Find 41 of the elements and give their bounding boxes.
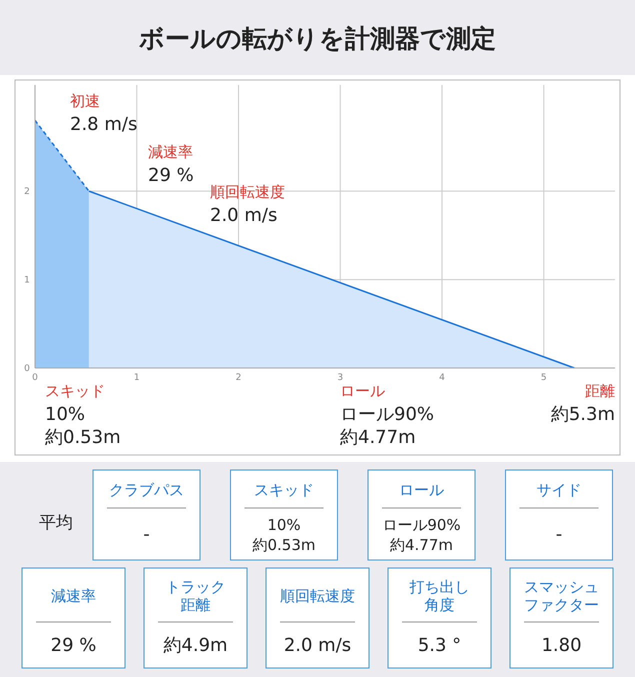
x-tick-label: 1	[134, 373, 140, 383]
text: -	[556, 524, 562, 545]
text: 打ち出し角度	[408, 578, 470, 614]
text: 減速率	[51, 587, 96, 605]
chart-title: ボールの転がりを計測器で測定	[138, 24, 496, 53]
text: クラブパス	[109, 481, 184, 499]
x-tick-label: 3	[337, 373, 344, 383]
y-tick-label: 2	[24, 187, 30, 198]
text: 順回転速度	[280, 587, 355, 605]
text: 29 %	[50, 635, 96, 656]
text: トラック距離	[166, 578, 226, 614]
x-tick-label: 2	[236, 373, 242, 383]
x-tick-label: 5	[540, 373, 547, 383]
text: スマッシュファクター	[524, 578, 599, 614]
annotation: 2.8 m/s	[70, 114, 138, 135]
text: 約4.9m	[163, 635, 228, 656]
text: サイド	[536, 481, 582, 499]
annotation: 順回転速度	[210, 183, 285, 201]
annotation: 初速	[70, 92, 100, 110]
x-tick-label: 0	[32, 373, 38, 383]
text: 平均	[39, 513, 73, 533]
text: 10% 約0.53m	[45, 404, 121, 448]
text: 約5.3m	[550, 404, 615, 425]
y-tick-label: 1	[24, 276, 30, 286]
text: ロール	[340, 382, 385, 400]
text: 5.3 °	[418, 635, 462, 656]
text: ロール	[399, 481, 444, 499]
text: ロール90% 約4.77m	[340, 404, 434, 448]
annotation: 29 %	[148, 165, 194, 186]
text: スキッド	[254, 481, 314, 499]
text: スキッド	[45, 382, 105, 400]
x-tick-label: 4	[439, 373, 446, 383]
text: 1.80	[541, 635, 582, 656]
annotation: 減速率	[148, 143, 193, 161]
text: -	[143, 524, 150, 545]
text: 2.0 m/s	[284, 635, 352, 656]
annotation: 2.0 m/s	[210, 205, 278, 226]
text: ロール90% 約4.77m	[382, 516, 461, 554]
text: 距離	[585, 382, 615, 400]
text: 10% 約0.53m	[252, 516, 316, 554]
y-tick-label: 0	[24, 364, 30, 374]
